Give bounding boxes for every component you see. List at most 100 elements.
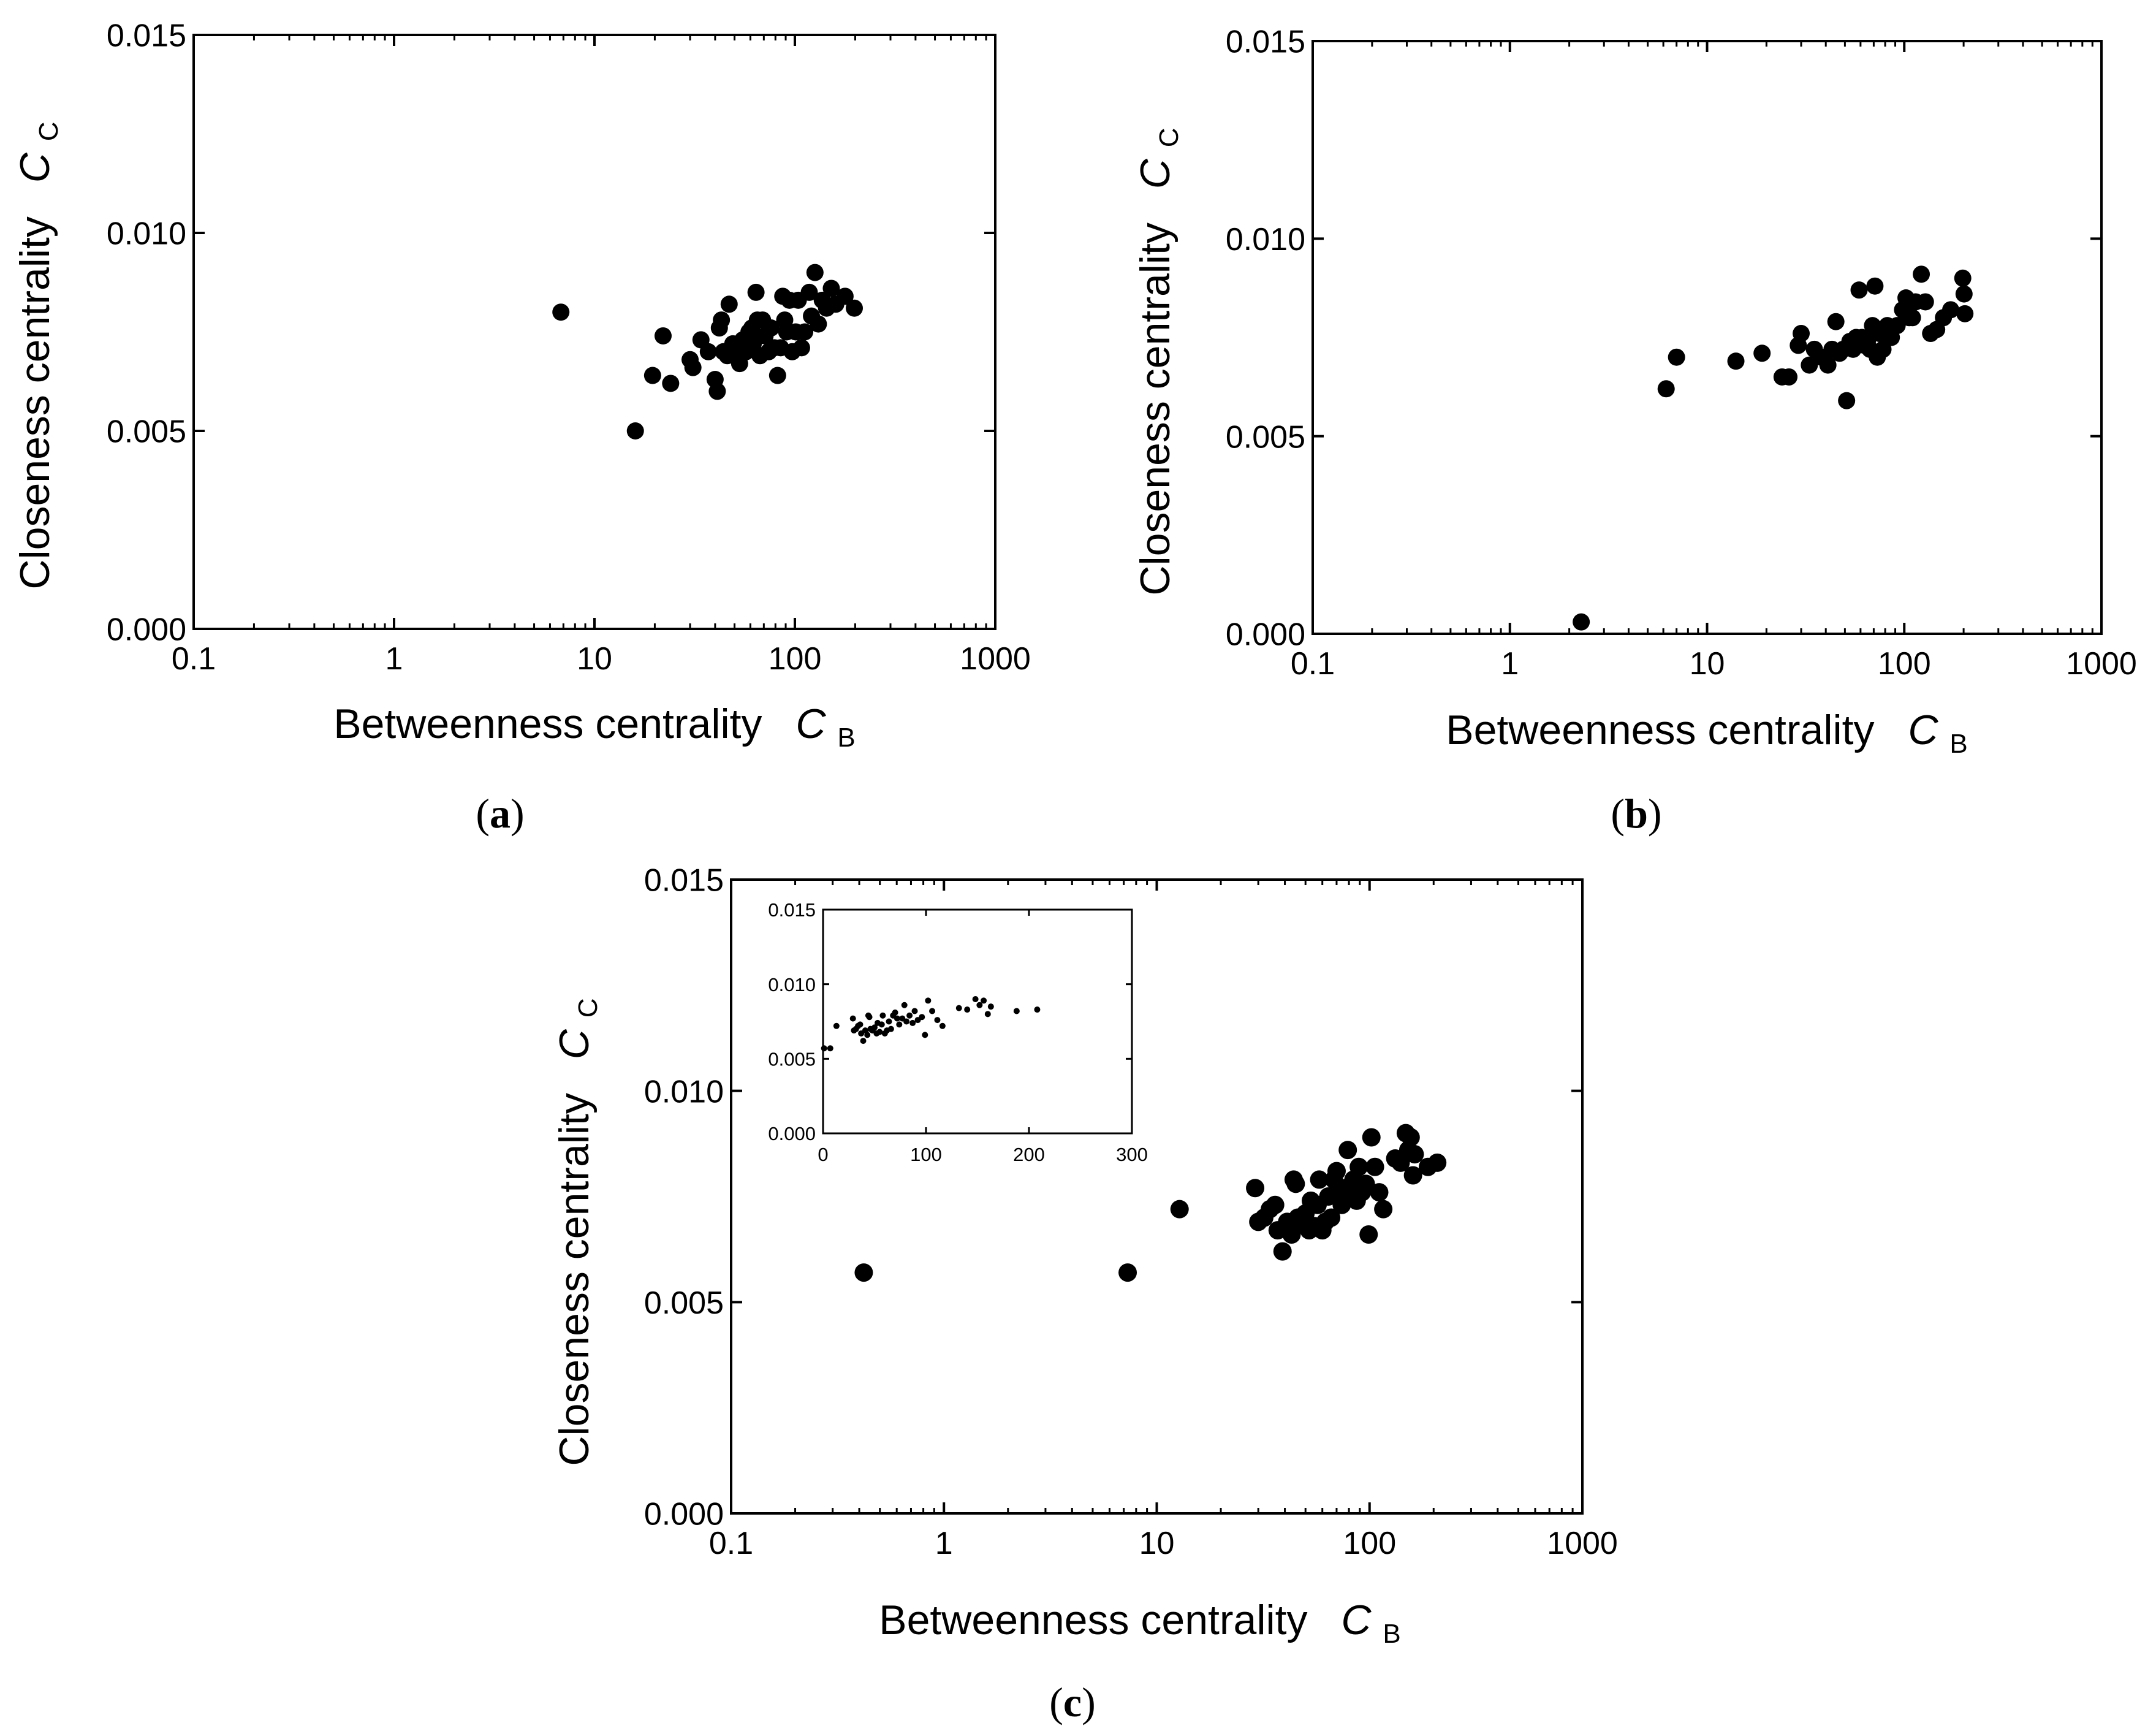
panel-a-point-15 [720, 295, 738, 313]
panel-a-point-6 [684, 359, 702, 376]
panel-c-label: (c) [1049, 1679, 1096, 1725]
panel-c-point-0 [854, 1263, 873, 1282]
panel-b-xtick-label-2: 10 [1690, 646, 1725, 682]
panel-c-inset-point-29 [896, 1021, 903, 1028]
panel-b-ylabel: Closeness centrality C C [1132, 127, 1184, 595]
panel-c-point-37 [1356, 1174, 1375, 1193]
panel-c-inset-xtick-label-3: 300 [1116, 1144, 1148, 1165]
panel-b-ticks: 0.1 1 10 100 1000 0.000 0.005 0.010 0.015 [1226, 25, 2137, 682]
panel-c-inset-point-3 [849, 1015, 856, 1022]
panel-c-xsymbol: C [1341, 1597, 1372, 1643]
panel-c-inset-ytick-label-0: 0.000 [768, 1123, 816, 1144]
panel-c-inset-point-19 [876, 1029, 883, 1035]
panel-b-xlabel: Betweenness centrality C B [1446, 707, 1968, 759]
panel-c-point-41 [1370, 1183, 1389, 1202]
panel-c-inset-point-28 [894, 1015, 900, 1022]
panel-c-inset-point-51 [1034, 1006, 1041, 1013]
panel-b-label: (b) [1611, 790, 1661, 837]
panel-c-inset-point-47 [981, 997, 987, 1004]
panel-a-points [552, 264, 864, 439]
panel-c-point-39 [1362, 1128, 1381, 1147]
panel-a-label-letter: a [490, 790, 511, 837]
panel-b-point-40 [1916, 293, 1934, 311]
panel-c-point-25 [1322, 1208, 1341, 1227]
panel-c-label-open: ( [1049, 1679, 1063, 1725]
panel-a-point-52 [846, 299, 864, 317]
panel-a-xtick-label-0: 0.1 [172, 641, 216, 677]
panel-a-ytick-label-1: 0.005 [107, 414, 186, 450]
panel-b-point-0 [1573, 613, 1590, 631]
panel-a-xtick-label-2: 10 [577, 641, 612, 677]
panel-b-point-47 [1956, 305, 1974, 322]
panel-a-point-30 [762, 319, 780, 337]
panel-c-xsymbol-sub: B [1383, 1619, 1400, 1649]
panel-c-inset-point-32 [903, 1018, 910, 1025]
panel-c-point-9 [1273, 1242, 1292, 1261]
panel-c-inset-point-31 [901, 1002, 908, 1008]
panel-c-ytick-label-2: 0.010 [644, 1074, 724, 1109]
panel-a-ytick-label-0: 0.000 [107, 612, 186, 648]
panel-c-point-27 [1327, 1162, 1346, 1181]
panel-b-points [1573, 265, 1974, 631]
panel-c-inset-ytick-label-3: 0.015 [768, 899, 816, 921]
panel-b-point-12 [1819, 356, 1837, 374]
panel-a-xtick-label-1: 1 [385, 641, 403, 677]
panel-c-inset-point-1 [827, 1045, 833, 1052]
panel-c-xtick-label-0: 0.1 [709, 1526, 753, 1561]
panel-c-point-13 [1286, 1174, 1305, 1193]
panel-b-ylabel-text: Closeness centrality [1132, 223, 1179, 595]
panel-c-ysymbol-sub: C [573, 998, 603, 1018]
panel-b-label-letter: b [1625, 790, 1648, 837]
panel-a-point-41 [792, 339, 810, 357]
panel-c-label-close: ) [1082, 1679, 1096, 1725]
panel-a-point-43 [800, 283, 818, 301]
panel-c-inset-ytick-label-2: 0.010 [768, 974, 816, 995]
panel-b-point-37 [1904, 309, 1921, 327]
panel-c-inset-xtick-label-2: 200 [1013, 1144, 1045, 1165]
panel-a-point-4 [662, 375, 680, 392]
panel-a-point-24 [747, 283, 765, 301]
panel-a-ylabel: Closeness centrality C C [12, 121, 64, 589]
panel-c-inset-points [821, 996, 1041, 1052]
panel-a-point-0 [552, 303, 570, 321]
panel-b-point-9 [1801, 356, 1818, 374]
panel-c-inset-point-16 [871, 1024, 878, 1031]
panel-b-point-3 [1727, 352, 1745, 370]
panel-a-label-close: ) [511, 790, 525, 837]
panel-b-point-6 [1780, 368, 1798, 386]
panel-b-point-33 [1888, 317, 1906, 335]
panel-c-point-11 [1282, 1225, 1301, 1244]
panel-a-ytick-label-2: 0.010 [107, 216, 186, 252]
panel-b-ysymbol: C [1132, 158, 1179, 189]
panel-a-point-45 [806, 264, 824, 281]
panel-a-xtick-label-4: 1000 [960, 641, 1031, 677]
panel-a-point-2 [643, 367, 661, 384]
panel-c-points [854, 1124, 1447, 1282]
panel-b-ytick-label-0: 0.000 [1226, 617, 1305, 653]
panel-c-inset-point-20 [878, 1021, 885, 1028]
panel-c-point-7 [1266, 1195, 1285, 1214]
panel-b-point-45 [1954, 269, 1972, 287]
panel-c-inset-point-13 [866, 1014, 873, 1021]
panel-c-inset-xtick-label-0: 0 [818, 1144, 828, 1165]
panel-c: Closeness centrality C C 0.1 1 10 100 10000.… [551, 863, 1618, 1725]
panel-b-xtick-label-0: 0.1 [1291, 646, 1335, 682]
panel-a-xlabel-text: Betweenness centrality [333, 701, 762, 747]
panel-a-point-3 [654, 327, 672, 344]
panel-a-point-8 [699, 343, 717, 360]
panel-a-point-46 [810, 315, 827, 333]
panel-b-xsymbol: C [1908, 707, 1938, 753]
panel-c-point-47 [1401, 1128, 1420, 1147]
panel-c-point-48 [1403, 1166, 1422, 1185]
panel-c-inset-ticks: 0 100 200 300 0.000 0.005 0.010 0.015 [768, 899, 1147, 1165]
panel-b-label-open: ( [1611, 790, 1625, 837]
panel-a-xsymbol: C [795, 701, 826, 747]
panel-b-point-27 [1866, 277, 1884, 295]
panel-a-point-42 [796, 323, 814, 341]
panel-c-inset-point-9 [860, 1038, 867, 1044]
panel-a-ytick-label-3: 0.015 [107, 18, 186, 54]
panel-b-ytick-label-2: 0.010 [1226, 222, 1305, 257]
panel-c-point-49 [1405, 1145, 1424, 1164]
